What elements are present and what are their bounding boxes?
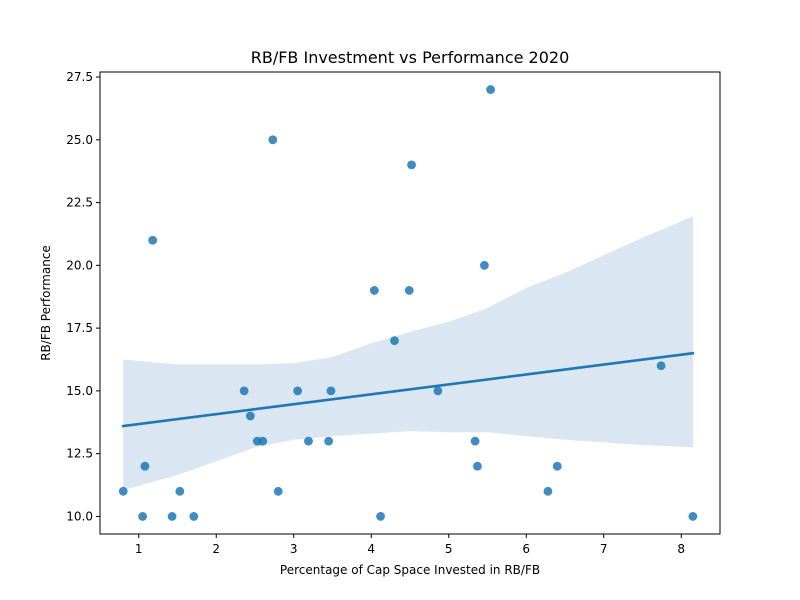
data-point — [486, 85, 495, 94]
y-tick-label: 27.5 — [66, 70, 93, 84]
x-tick-label: 1 — [135, 542, 143, 556]
data-point — [326, 386, 336, 396]
data-point — [239, 386, 249, 396]
data-points-layer — [118, 85, 698, 521]
data-point — [258, 436, 268, 446]
y-tick-label: 12.5 — [66, 447, 93, 461]
data-point — [656, 361, 666, 371]
data-point — [543, 486, 553, 496]
data-point — [245, 411, 255, 421]
y-tick-label: 22.5 — [66, 196, 93, 210]
data-point — [273, 486, 283, 496]
data-point — [118, 486, 128, 496]
x-tick-label: 3 — [290, 542, 298, 556]
data-point — [175, 486, 185, 496]
x-tick-label: 6 — [522, 542, 530, 556]
data-point — [293, 386, 303, 396]
data-point — [148, 235, 158, 245]
x-tick-label: 7 — [600, 542, 608, 556]
data-point — [304, 436, 313, 446]
plot-frame — [99, 71, 721, 535]
x-tick-label: 2 — [212, 542, 220, 556]
chart-title: RB/FB Investment vs Performance 2020 — [251, 48, 570, 67]
data-point — [369, 286, 379, 295]
regression-line-layer — [121, 351, 695, 428]
data-point — [473, 461, 482, 471]
y-tick-label: 25.0 — [66, 133, 93, 147]
x-tick-label: 8 — [677, 542, 685, 556]
axes: 1 2 3 4 5 6 7 8 10.0 12.5 15.0 17.5 20.0 22.5 25.0 27.5 — [66, 70, 721, 556]
data-point — [390, 336, 399, 346]
data-point — [433, 386, 443, 396]
data-point — [324, 436, 334, 446]
y-axis-label: RB/FB Performance — [39, 245, 53, 361]
y-tick-label: 10.0 — [66, 509, 93, 523]
data-point — [688, 512, 698, 521]
data-point — [404, 286, 414, 295]
y-tick-label: 15.0 — [66, 384, 93, 398]
x-axis-label: Percentage of Cap Space Invested in RB/F… — [280, 563, 540, 577]
data-point — [480, 260, 489, 270]
data-point — [140, 461, 150, 471]
data-point — [268, 135, 278, 145]
y-tick-label: 17.5 — [66, 321, 93, 335]
regression-line — [121, 351, 695, 428]
x-tick-label: 5 — [445, 542, 453, 556]
data-point — [376, 512, 385, 521]
data-point — [138, 512, 148, 521]
confidence-band-layer — [123, 216, 693, 491]
data-point — [552, 461, 562, 471]
y-tick-label: 20.0 — [66, 258, 93, 272]
data-point — [470, 436, 480, 446]
x-tick-label: 4 — [367, 542, 375, 556]
data-point — [189, 512, 199, 521]
data-point — [167, 512, 177, 521]
confidence-band — [123, 216, 693, 491]
data-point — [407, 160, 416, 170]
